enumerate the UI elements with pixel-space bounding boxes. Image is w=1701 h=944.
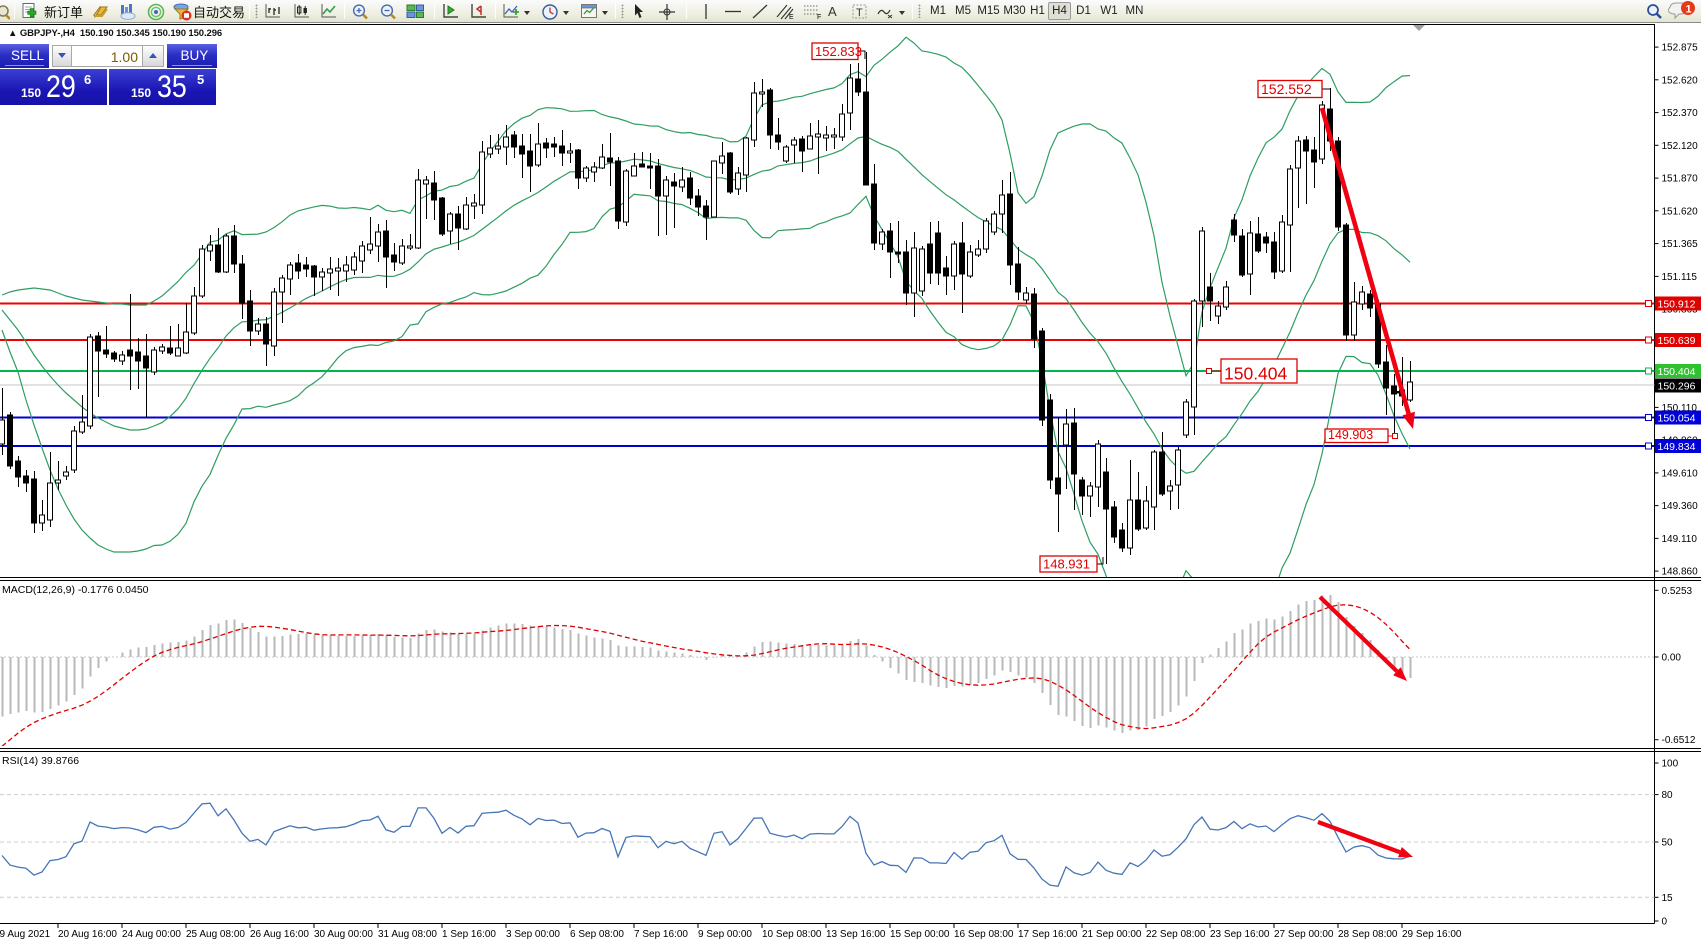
svg-text:100: 100 <box>1662 759 1679 770</box>
svg-text:150.054: 150.054 <box>1658 413 1696 425</box>
svg-text:0.5253: 0.5253 <box>1662 586 1693 597</box>
svg-text:24 Aug 00:00: 24 Aug 00:00 <box>122 929 181 940</box>
svg-text:31 Aug 08:00: 31 Aug 08:00 <box>378 929 437 940</box>
svg-text:150.404: 150.404 <box>1658 366 1696 378</box>
svg-text:149.834: 149.834 <box>1658 441 1696 453</box>
svg-text:6 Sep 08:00: 6 Sep 08:00 <box>570 929 624 940</box>
svg-text:9 Sep 00:00: 9 Sep 00:00 <box>698 929 752 940</box>
svg-text:F: F <box>817 14 821 20</box>
svg-text:3 Sep 00:00: 3 Sep 00:00 <box>506 929 560 940</box>
svg-text:150.639: 150.639 <box>1658 335 1696 347</box>
svg-text:29 Sep 16:00: 29 Sep 16:00 <box>1402 929 1462 940</box>
svg-text:152.833: 152.833 <box>815 44 862 59</box>
svg-text:RSI(14) 39.8766: RSI(14) 39.8766 <box>2 755 79 767</box>
svg-text:152.620: 152.620 <box>1662 75 1699 86</box>
svg-text:152.370: 152.370 <box>1662 108 1699 119</box>
svg-text:30 Aug 00:00: 30 Aug 00:00 <box>314 929 373 940</box>
svg-text:150.912: 150.912 <box>1658 299 1696 311</box>
svg-text:13 Sep 16:00: 13 Sep 16:00 <box>826 929 886 940</box>
svg-text:148.860: 148.860 <box>1662 567 1699 578</box>
svg-text:T: T <box>856 7 863 19</box>
svg-text:27 Sep 00:00: 27 Sep 00:00 <box>1274 929 1334 940</box>
svg-text:1 Sep 16:00: 1 Sep 16:00 <box>442 929 496 940</box>
svg-text:152.875: 152.875 <box>1662 43 1699 54</box>
svg-text:26 Aug 16:00: 26 Aug 16:00 <box>250 929 309 940</box>
svg-text:7 Sep 16:00: 7 Sep 16:00 <box>634 929 688 940</box>
svg-text:1: 1 <box>1686 4 1692 16</box>
svg-text:20 Aug 16:00: 20 Aug 16:00 <box>58 929 117 940</box>
svg-text:23 Sep 16:00: 23 Sep 16:00 <box>1210 929 1270 940</box>
svg-text:150.110: 150.110 <box>1662 403 1698 414</box>
svg-text:151.620: 151.620 <box>1662 206 1699 217</box>
svg-text:17 Sep 16:00: 17 Sep 16:00 <box>1018 929 1078 940</box>
svg-text:10 Sep 08:00: 10 Sep 08:00 <box>762 929 822 940</box>
svg-text:28 Sep 08:00: 28 Sep 08:00 <box>1338 929 1398 940</box>
svg-text:151.115: 151.115 <box>1662 272 1698 283</box>
svg-text:149.110: 149.110 <box>1662 534 1698 545</box>
svg-text:150.296: 150.296 <box>1658 381 1696 393</box>
svg-text:80: 80 <box>1662 790 1674 801</box>
svg-text:50: 50 <box>1662 838 1674 849</box>
svg-text:MACD(12,26,9) -0.1776 0.0450: MACD(12,26,9) -0.1776 0.0450 <box>2 584 149 596</box>
svg-text:25 Aug 08:00: 25 Aug 08:00 <box>186 929 245 940</box>
svg-text:151.870: 151.870 <box>1662 174 1699 185</box>
svg-text:148.931: 148.931 <box>1043 557 1090 572</box>
svg-text:21 Sep 00:00: 21 Sep 00:00 <box>1082 929 1142 940</box>
svg-text:152.552: 152.552 <box>1261 81 1312 97</box>
svg-text:0: 0 <box>1662 917 1668 928</box>
svg-text:16 Sep 08:00: 16 Sep 08:00 <box>954 929 1014 940</box>
svg-text:19 Aug 2021: 19 Aug 2021 <box>0 929 51 940</box>
svg-text:E: E <box>789 14 794 20</box>
svg-text:15 Sep 00:00: 15 Sep 00:00 <box>890 929 950 940</box>
svg-text:0.00: 0.00 <box>1662 653 1682 664</box>
svg-text:-0.6512: -0.6512 <box>1662 735 1696 746</box>
svg-text:151.365: 151.365 <box>1662 239 1699 250</box>
svg-text:149.610: 149.610 <box>1662 468 1699 479</box>
svg-text:152.120: 152.120 <box>1662 141 1699 152</box>
svg-text:149.903: 149.903 <box>1328 428 1373 442</box>
svg-text:150.404: 150.404 <box>1224 364 1288 384</box>
svg-text:149.360: 149.360 <box>1662 501 1699 512</box>
svg-text:15: 15 <box>1662 893 1674 904</box>
svg-text:22 Sep 08:00: 22 Sep 08:00 <box>1146 929 1206 940</box>
